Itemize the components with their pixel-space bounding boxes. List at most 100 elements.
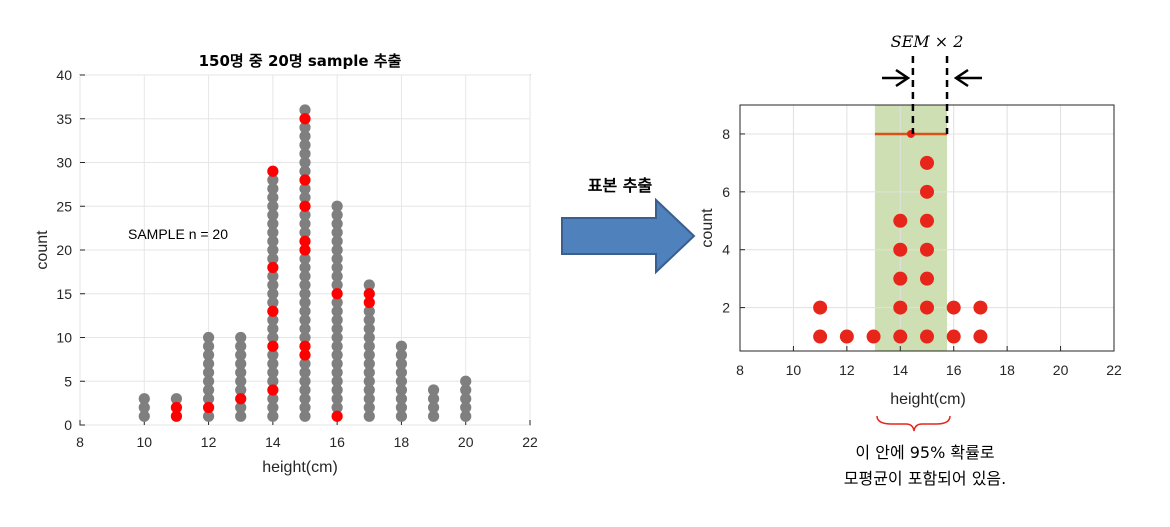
left-y-tick-label: 5 [64,373,72,389]
population-point [395,366,408,379]
left-chart-title: 150명 중 20명 sample 추출 [199,52,402,70]
population-point [299,104,311,116]
right-y-axis-label: count [699,208,716,248]
left-x-tick-label: 16 [329,434,345,450]
sem-label: SEM × 2 [890,32,964,51]
population-point [299,218,311,230]
population-point [363,375,375,387]
right-x-axis-label: height(cm) [890,391,966,408]
left-x-tick-label: 18 [394,434,410,450]
population-point [299,279,311,291]
population-point [299,331,311,344]
sem-right-arrow-icon [953,68,982,88]
population-point [299,384,311,396]
sample-count-point [973,329,988,344]
population-point [363,331,375,344]
population-point [427,410,440,422]
population-point [331,279,343,291]
sample-point [299,113,311,125]
population-point [460,393,472,405]
left-x-tick-label: 8 [76,434,84,450]
population-point [395,358,408,370]
population-point [267,349,279,361]
population-point [138,410,150,422]
mean-marker [906,129,915,138]
population-point [138,393,150,405]
population-point [299,314,311,326]
population-point [363,393,375,405]
population-point [235,375,247,387]
population-point [331,253,343,265]
left-y-tick-label: 10 [56,330,72,346]
left-x-axis-label: height(cm) [262,459,338,476]
population-point [267,200,279,212]
left-y-tick-label: 15 [56,286,72,302]
population-point [202,349,215,361]
sample-point [267,340,279,352]
population-point [267,270,279,282]
population-point [363,358,375,370]
population-point [331,305,343,317]
population-point [331,235,343,247]
population-point [267,226,279,239]
population-point [363,340,375,352]
left-x-tick-label: 20 [458,434,474,450]
sample-point [170,401,183,414]
population-point [331,331,343,344]
population-point [202,358,215,370]
sample-count-point [893,242,908,257]
population-point [267,235,279,247]
population-point [267,244,279,256]
population-point [170,393,183,405]
sample-point [267,261,279,274]
sample-point [331,410,343,422]
brace-icon [876,415,951,432]
population-point [460,410,472,422]
sample-count-point [920,184,934,199]
population-point [363,401,375,414]
sample-count-point [813,329,828,344]
population-point [202,331,215,344]
population-point [395,401,408,414]
population-point [363,349,375,361]
population-point [299,296,311,309]
population-point [395,349,408,361]
population-point [299,288,311,300]
population-point [299,183,311,195]
left-points [138,104,472,422]
caption: 이 안에 95% 확률로 모평균이 포함되어 있음. [760,440,1090,492]
sampling-arrow-label: 표본 추출 [587,176,653,195]
population-point [202,366,215,379]
population-point [299,393,311,405]
population-point [331,375,343,387]
population-point [202,393,215,405]
left-population-chart: 8 10 12 14 16 18 20 22 0 5 10 15 20 25 30 35 40 150명 중 2… [34,52,538,476]
population-point [299,261,311,274]
right-points [813,155,988,344]
population-point [395,340,408,352]
population-point [331,340,343,352]
population-point [299,148,311,160]
left-x-tick-label: 12 [201,434,217,450]
sample-point [363,296,375,309]
sample-point [267,384,279,396]
population-point [202,375,215,387]
sample-count-point [946,329,961,344]
population-point [331,218,343,230]
population-point [202,340,215,352]
population-point [299,130,311,142]
population-point [138,401,150,414]
sample-count-point [813,300,828,315]
population-point [331,384,343,396]
population-point [235,340,247,352]
sample-point [331,288,343,300]
population-point [267,331,279,344]
sample-count-point [920,271,934,286]
right-y-tick-label: 8 [722,126,730,142]
sample-point [299,200,311,212]
population-point [331,358,343,370]
caption-line-1: 이 안에 95% 확률로 [855,443,995,462]
population-point [202,384,215,396]
population-point [267,218,279,230]
population-point [299,375,311,387]
